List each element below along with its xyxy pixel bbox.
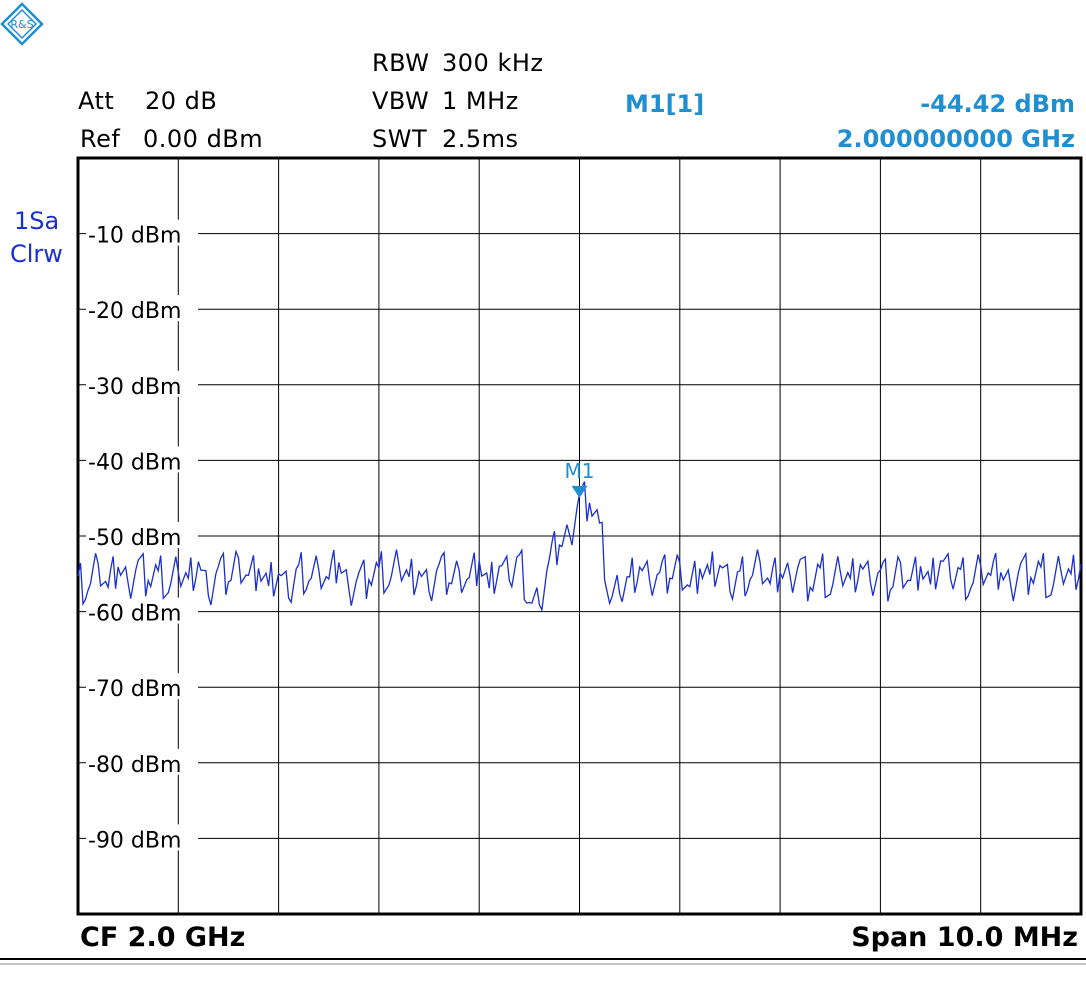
plot-frame [76, 156, 1083, 916]
tick-label-bg [86, 370, 198, 397]
trace-mode-label: Clrw [10, 240, 63, 268]
y-tick-label: -50 dBm [88, 526, 181, 551]
tick-label-bg [86, 748, 198, 775]
tick-label-bg [86, 522, 198, 548]
ref-value: 0.00 dBm [143, 125, 264, 153]
rbw-value: 300 kHz [442, 49, 544, 77]
y-tick-label: -20 dBm [88, 299, 181, 324]
marker-frequency: 2.000000000 GHz [836, 125, 1075, 153]
vbw-label: VBW [372, 87, 430, 115]
y-tick-label: -70 dBm [88, 677, 181, 702]
marker-level: -44.42 dBm [920, 90, 1075, 118]
y-tick-label: -10 dBm [88, 224, 181, 249]
tick-label-bg [86, 295, 198, 322]
tick-label-bg [86, 673, 198, 700]
rohde-schwarz-logo: R&S [0, 2, 44, 46]
y-tick-label: -40 dBm [88, 450, 181, 475]
att-value: 20 dB [145, 87, 218, 115]
marker-tag: M1 [565, 459, 595, 483]
y-tick-label: -60 dBm [88, 602, 181, 627]
ref-label: Ref [80, 125, 121, 153]
rbw-label: RBW [372, 49, 430, 77]
y-tick-label: -80 dBm [88, 753, 181, 778]
y-tick-label: -90 dBm [88, 828, 181, 853]
vbw-value: 1 MHz [442, 87, 519, 115]
marker-triangle-icon [571, 485, 588, 498]
att-label: Att [78, 87, 115, 115]
tick-label-bg [86, 446, 198, 473]
y-tick-label: -30 dBm [88, 375, 181, 400]
trace-count-label: 1Sa [14, 207, 60, 235]
tick-label-bg [86, 219, 198, 246]
span-label: Span 10.0 MHz [851, 922, 1078, 953]
swt-label: SWT [372, 125, 428, 153]
tick-label-bg [86, 824, 198, 851]
center-frequency: CF 2.0 GHz [80, 922, 246, 953]
marker-name: M1[1] [625, 90, 705, 118]
tick-label-bg [86, 597, 198, 624]
svg-text:R&S: R&S [10, 18, 33, 31]
swt-value: 2.5ms [442, 125, 519, 153]
